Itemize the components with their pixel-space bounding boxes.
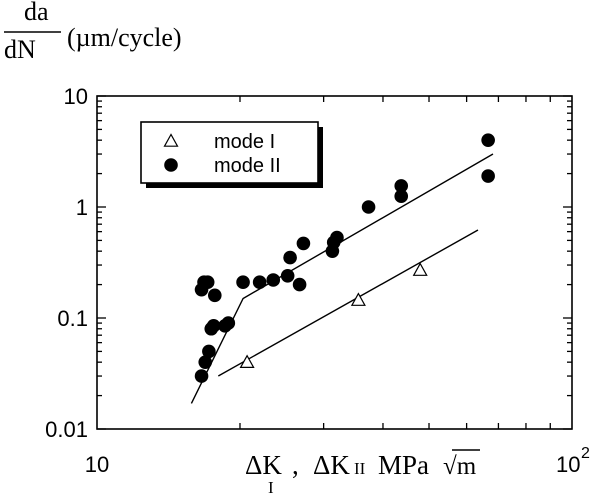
mode-ii-point (236, 275, 250, 290)
x-label-subscript-ii: II (354, 459, 366, 478)
mode-ii-point (206, 319, 221, 333)
y-label-numerator: da (24, 0, 49, 26)
x-label-subscript-i: I (268, 478, 274, 495)
x-label-delta-k2: ΔK (313, 450, 350, 480)
y-label-units: (µm/cycle) (67, 23, 182, 52)
y-tick-label: 10 (64, 84, 88, 109)
mode-ii-point (394, 189, 409, 204)
mode-ii-point (200, 275, 215, 290)
legend-box (140, 121, 319, 184)
mode-ii-point (252, 275, 267, 290)
mode-ii-point (292, 277, 307, 292)
y-tick-label: 0.01 (45, 417, 88, 442)
mode-ii-point (481, 133, 495, 147)
mode-ii-point (194, 369, 209, 383)
x-tick-label-exponent: 2 (581, 445, 590, 462)
y-tick-label: 1 (76, 195, 88, 220)
y-label-denominator: dN (4, 35, 36, 64)
mode-ii-point (221, 316, 236, 330)
mode-ii-point (296, 236, 311, 251)
x-tick-label: 10 (85, 452, 109, 477)
x-tick-label: 10 2 (556, 445, 590, 477)
mode-ii-point (361, 200, 376, 214)
mode-i-point (412, 262, 428, 276)
fit-lines (190, 153, 494, 404)
data-markers (194, 133, 495, 383)
x-tick-labels: 10 10 2 (85, 445, 590, 477)
legend-mode-i-label: mode I (214, 131, 275, 153)
x-tick-label-base: 10 (556, 452, 580, 477)
mode-ii-point (202, 344, 216, 359)
mode-ii-point (283, 250, 297, 265)
x-tick-label-base: 10 (85, 452, 109, 477)
x-label-root-m: √m (443, 453, 477, 480)
mode-i-point (239, 354, 255, 368)
mode-ii-point (481, 169, 495, 183)
legend-mode-ii-label: mode II (214, 155, 281, 177)
plot-frame (96, 95, 573, 430)
mode-ii-fit-line (190, 153, 494, 404)
mode-ii-point (266, 273, 281, 287)
y-axis-label: da dN (µm/cycle) (4, 0, 182, 64)
legend-mode-i-marker (163, 133, 179, 147)
mode-ii-point (330, 230, 344, 245)
x-label-unit: MPa (378, 450, 429, 480)
x-label-delta-k1: ΔK (245, 450, 282, 480)
legend-mode-ii-marker (164, 158, 178, 172)
y-tick-label: 0.1 (57, 306, 88, 331)
mode-i-point (350, 292, 366, 306)
y-tick-labels: 10 1 0.1 0.01 (45, 84, 88, 442)
mode-ii-point (394, 179, 409, 193)
mode-ii-point (280, 268, 295, 283)
mode-i-fit-line (217, 229, 479, 377)
x-axis-label: ΔK I , ΔK II MPa √m (245, 449, 480, 495)
axis-ticks (97, 95, 572, 430)
mode-ii-point (198, 355, 213, 369)
x-label-comma: , (292, 450, 299, 480)
mode-ii-point (207, 288, 222, 303)
